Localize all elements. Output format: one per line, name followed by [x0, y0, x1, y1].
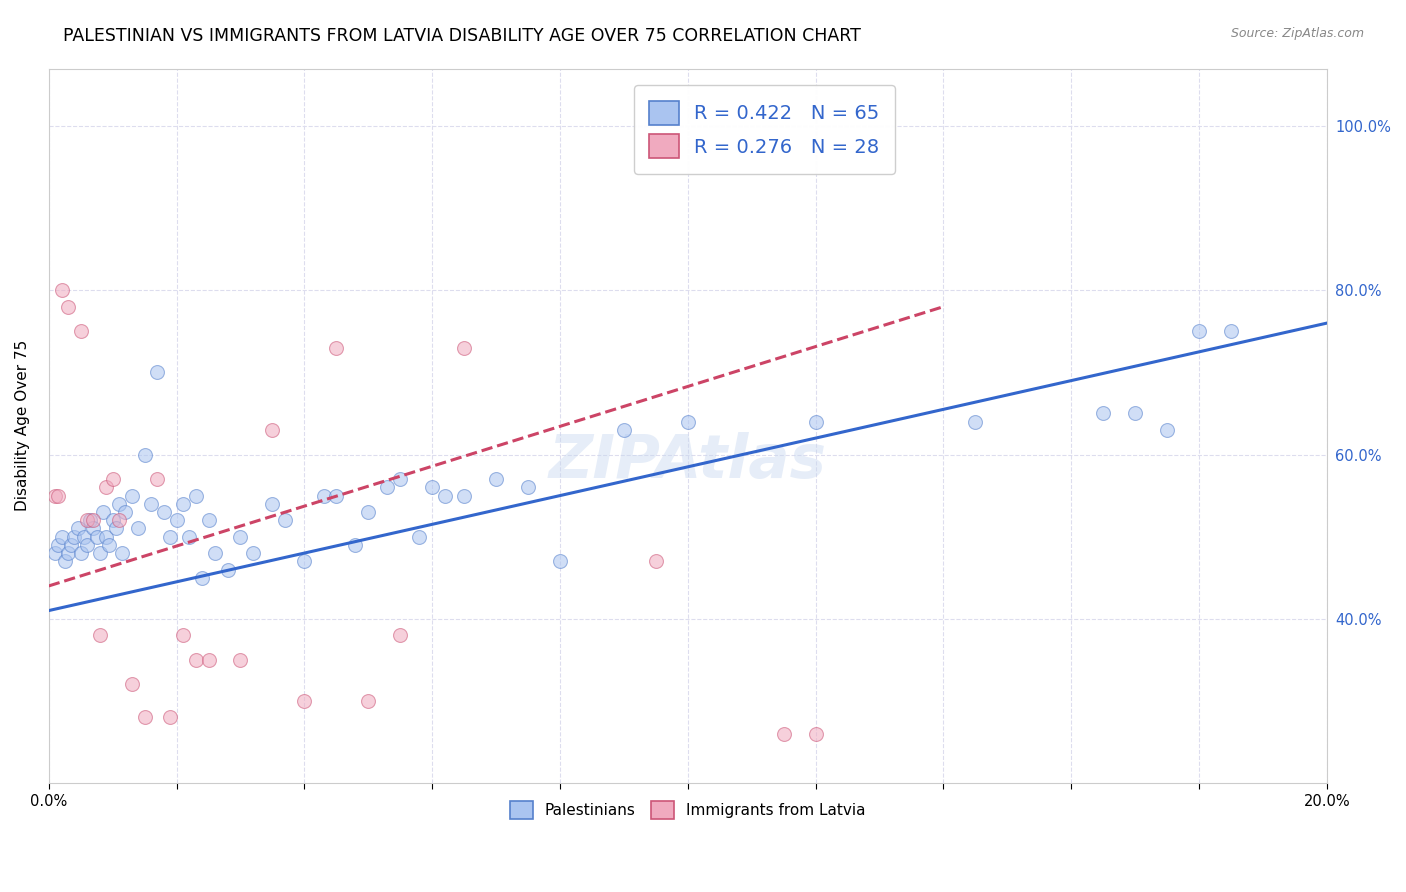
- Text: PALESTINIAN VS IMMIGRANTS FROM LATVIA DISABILITY AGE OVER 75 CORRELATION CHART: PALESTINIAN VS IMMIGRANTS FROM LATVIA DI…: [63, 27, 860, 45]
- Point: [101, 513, 124, 527]
- Point: [229, 530, 252, 544]
- Point: [114, 505, 136, 519]
- Point: [159, 530, 181, 544]
- Point: [86, 530, 108, 544]
- Point: [344, 538, 367, 552]
- Text: Source: ZipAtlas.com: Source: ZipAtlas.com: [1230, 27, 1364, 40]
- Point: [108, 513, 131, 527]
- Point: [485, 472, 508, 486]
- Point: [229, 653, 252, 667]
- Point: [197, 653, 219, 667]
- Point: [51, 530, 73, 544]
- Text: ZIPAtlas: ZIPAtlas: [548, 432, 827, 491]
- Point: [134, 710, 156, 724]
- Point: [184, 653, 207, 667]
- Point: [804, 415, 827, 429]
- Point: [108, 497, 131, 511]
- Point: [91, 505, 114, 519]
- Legend: Palestinians, Immigrants from Latvia: Palestinians, Immigrants from Latvia: [503, 795, 872, 825]
- Point: [121, 677, 143, 691]
- Point: [152, 505, 174, 519]
- Point: [51, 283, 73, 297]
- Point: [433, 489, 456, 503]
- Point: [76, 513, 98, 527]
- Point: [82, 513, 104, 527]
- Point: [46, 538, 69, 552]
- Point: [104, 521, 127, 535]
- Point: [172, 497, 194, 511]
- Point: [1156, 423, 1178, 437]
- Point: [69, 546, 91, 560]
- Point: [1188, 324, 1211, 338]
- Point: [98, 538, 121, 552]
- Point: [179, 530, 201, 544]
- Point: [44, 489, 66, 503]
- Point: [1219, 324, 1241, 338]
- Point: [325, 341, 347, 355]
- Point: [204, 546, 226, 560]
- Point: [377, 480, 399, 494]
- Point: [389, 628, 412, 642]
- Point: [191, 571, 214, 585]
- Point: [63, 530, 86, 544]
- Point: [262, 423, 284, 437]
- Point: [292, 554, 315, 568]
- Point: [82, 521, 104, 535]
- Point: [548, 554, 571, 568]
- Point: [66, 521, 89, 535]
- Point: [217, 562, 239, 576]
- Point: [772, 727, 794, 741]
- Point: [325, 489, 347, 503]
- Point: [676, 415, 699, 429]
- Point: [312, 489, 335, 503]
- Point: [804, 727, 827, 741]
- Point: [89, 546, 111, 560]
- Point: [517, 480, 540, 494]
- Point: [44, 546, 66, 560]
- Y-axis label: Disability Age Over 75: Disability Age Over 75: [15, 340, 30, 511]
- Point: [60, 538, 83, 552]
- Point: [197, 513, 219, 527]
- Point: [73, 530, 96, 544]
- Point: [357, 694, 380, 708]
- Point: [76, 538, 98, 552]
- Point: [965, 415, 987, 429]
- Point: [172, 628, 194, 642]
- Point: [613, 423, 636, 437]
- Point: [89, 628, 111, 642]
- Point: [166, 513, 188, 527]
- Point: [274, 513, 297, 527]
- Point: [56, 546, 79, 560]
- Point: [79, 513, 101, 527]
- Point: [453, 341, 475, 355]
- Point: [420, 480, 443, 494]
- Point: [96, 530, 118, 544]
- Point: [408, 530, 430, 544]
- Point: [242, 546, 264, 560]
- Point: [134, 448, 156, 462]
- Point: [146, 472, 169, 486]
- Point: [357, 505, 380, 519]
- Point: [453, 489, 475, 503]
- Point: [184, 489, 207, 503]
- Point: [127, 521, 149, 535]
- Point: [69, 324, 91, 338]
- Point: [159, 710, 181, 724]
- Point: [96, 480, 118, 494]
- Point: [262, 497, 284, 511]
- Point: [1123, 407, 1146, 421]
- Point: [139, 497, 162, 511]
- Point: [121, 489, 143, 503]
- Point: [389, 472, 412, 486]
- Point: [1092, 407, 1115, 421]
- Point: [101, 472, 124, 486]
- Point: [111, 546, 134, 560]
- Point: [46, 489, 69, 503]
- Point: [56, 300, 79, 314]
- Point: [53, 554, 76, 568]
- Point: [644, 554, 666, 568]
- Point: [146, 365, 169, 379]
- Point: [292, 694, 315, 708]
